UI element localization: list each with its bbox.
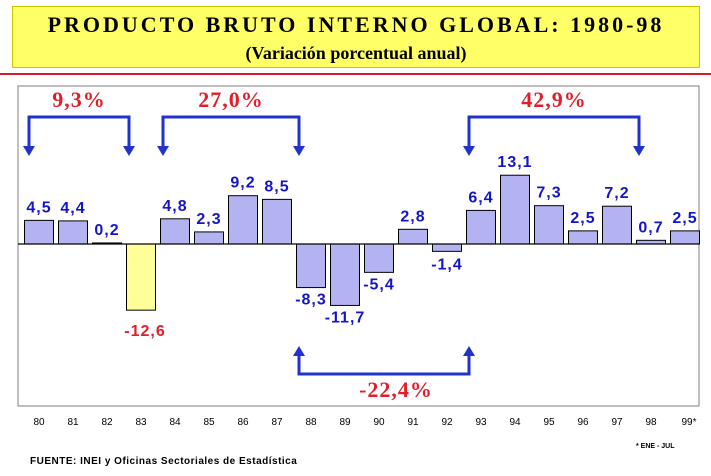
- annotation-label-3: 42,9%: [521, 87, 587, 112]
- bar-97: [602, 205, 632, 245]
- data-labels-group: 4,5 4,4 0,2 -12,6 4,8 2,3 9,2 8,5 -8,3-11,7 -5,4 2…: [26, 154, 697, 340]
- bar-90: [364, 243, 394, 273]
- tick-label-86: 86: [237, 417, 249, 428]
- data-label-80: 4,5: [26, 199, 51, 216]
- footer-source: FUENTE: INEI y Oficinas Sectoriales de E…: [30, 456, 298, 467]
- tick-label-82: 82: [101, 417, 113, 428]
- data-label-94: 13,1: [497, 154, 532, 171]
- bar-91: [398, 228, 428, 245]
- data-label-83: -12,6: [124, 323, 165, 340]
- bar-87: [262, 198, 292, 245]
- title-box: PRODUCTO BRUTO INTERNO GLOBAL: 1980-98 (…: [12, 6, 700, 68]
- tick-labels-group: 80 81 82 83 84 85 86 87 88 89 90 91 92 93 94 95 96 97 98 99…: [33, 417, 696, 428]
- data-label-91: 2,8: [400, 208, 425, 225]
- tick-label-90: 90: [373, 417, 385, 428]
- annotation-bracket-4: -22,4%: [293, 346, 475, 402]
- data-label-96: 2,5: [570, 210, 595, 227]
- tick-label-88: 88: [305, 417, 317, 428]
- tick-label-94: 94: [509, 417, 521, 428]
- data-label-92: -1,4: [431, 256, 463, 273]
- data-label-82: 0,2: [94, 222, 119, 239]
- bar-94: [500, 174, 530, 245]
- annotation-brackets-group: 9,3% 27,0% 42,9% -22,4%: [23, 87, 645, 402]
- annotation-label-2: 27,0%: [198, 87, 264, 112]
- annotation-bracket-1: 9,3%: [23, 87, 135, 156]
- tick-label-83: 83: [135, 417, 147, 428]
- tick-label-98: 98: [645, 417, 657, 428]
- data-label-89: -11,7: [325, 309, 366, 326]
- tick-label-97: 97: [611, 417, 623, 428]
- tick-label-85: 85: [203, 417, 215, 428]
- tick-label-96: 96: [577, 417, 589, 428]
- bar-80: [24, 219, 54, 245]
- bar-96: [568, 230, 598, 245]
- tick-label-95: 95: [543, 417, 555, 428]
- bar-99*: [670, 230, 700, 245]
- tick-label-87: 87: [271, 417, 283, 428]
- annotation-label-1: 9,3%: [52, 87, 106, 112]
- bar-83: [126, 243, 156, 311]
- data-label-84: 4,8: [162, 198, 187, 215]
- bar-88: [296, 243, 326, 289]
- data-label-97: 7,2: [604, 185, 629, 202]
- data-label-90: -5,4: [363, 276, 395, 293]
- chart-title: PRODUCTO BRUTO INTERNO GLOBAL: 1980-98: [47, 12, 665, 37]
- data-label-85: 2,3: [196, 211, 221, 228]
- data-label-99*: 2,5: [672, 210, 697, 227]
- bar-chart: 4,5 4,4 0,2 -12,6 4,8 2,3 9,2 8,5 -8,3-11,7 -5,4 2…: [17, 85, 700, 428]
- bar-81: [58, 220, 88, 245]
- bar-85: [194, 231, 224, 245]
- annotation-bracket-3: 42,9%: [463, 87, 645, 156]
- data-label-81: 4,4: [60, 200, 85, 217]
- tick-label-81: 81: [67, 417, 79, 428]
- bar-86: [228, 195, 258, 245]
- annotation-bracket-2: 27,0%: [157, 87, 305, 156]
- tick-label-80: 80: [33, 417, 45, 428]
- annotation-label-4: -22,4%: [359, 377, 433, 402]
- red-divider: [0, 73, 711, 75]
- data-label-93: 6,4: [468, 189, 493, 206]
- tick-label-84: 84: [169, 417, 181, 428]
- bar-92: [432, 243, 462, 252]
- bar-84: [160, 218, 190, 245]
- tick-label-99*: 99*: [681, 417, 696, 428]
- data-label-88: -8,3: [295, 292, 327, 309]
- data-label-95: 7,3: [536, 185, 561, 202]
- bar-95: [534, 205, 564, 245]
- tick-label-92: 92: [441, 417, 453, 428]
- chart-subtitle: (Variación porcentual anual): [245, 43, 467, 63]
- tick-label-89: 89: [339, 417, 351, 428]
- tick-label-93: 93: [475, 417, 487, 428]
- bars-group: [24, 174, 700, 311]
- footer-note: * ENE - JUL: [636, 443, 675, 450]
- data-label-87: 8,5: [264, 178, 289, 195]
- bar-93: [466, 209, 496, 245]
- tick-label-91: 91: [407, 417, 419, 428]
- bar-89: [330, 243, 360, 306]
- data-label-98: 0,7: [638, 219, 663, 236]
- data-label-86: 9,2: [230, 175, 255, 192]
